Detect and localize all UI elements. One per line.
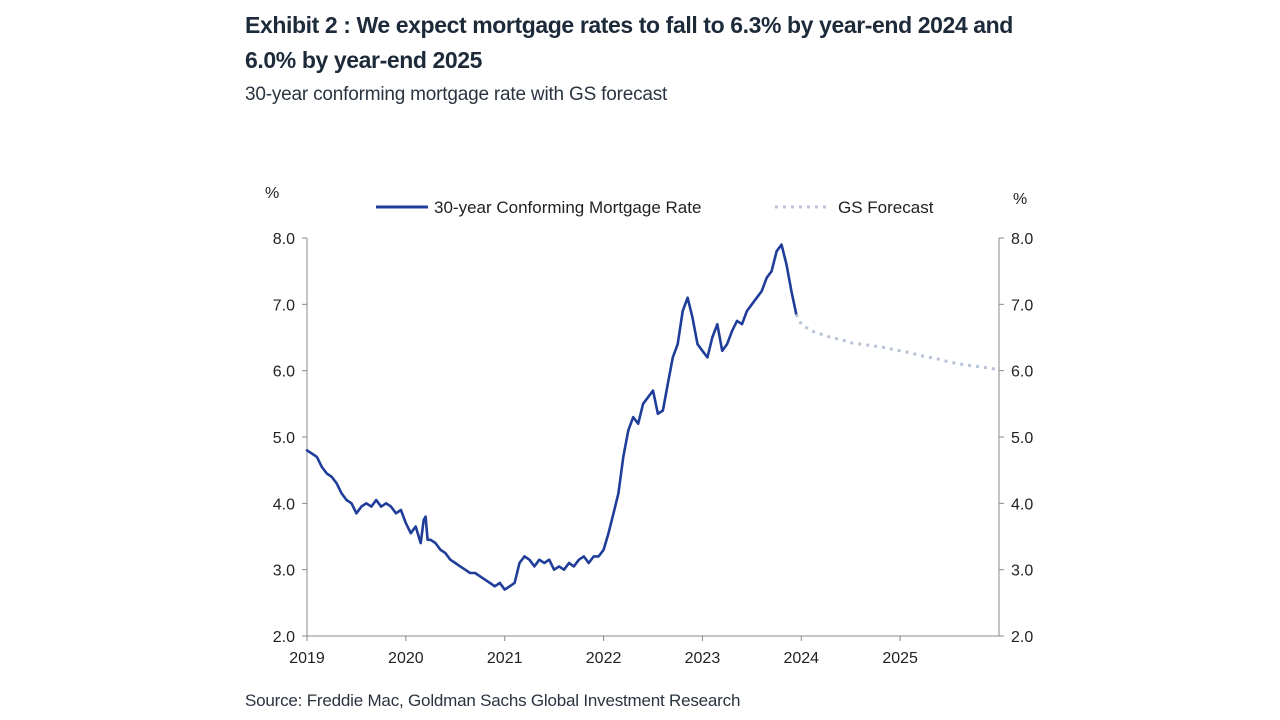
x-tick-label: 2025: [882, 650, 918, 667]
y-tick-label-right: 3.0: [1011, 563, 1033, 580]
chart-ticks: 2.0 2.0 3.0 3.0 4.0 4.0 5.0 5.0 6.0 6.0 7.0 7.0 8.0 8…: [273, 231, 1034, 667]
y-tick-label-right: 8.0: [1011, 231, 1033, 248]
page-title: Exhibit 2 : We expect mortgage rates to …: [245, 12, 1013, 73]
legend-label-actual: 30-year Conforming Mortgage Rate: [434, 198, 701, 217]
x-tick-label: 2020: [388, 650, 424, 667]
chart-legend: 30-year Conforming Mortgage Rate GS Fore…: [376, 198, 934, 217]
y-tick-label-left: 7.0: [273, 297, 295, 314]
y-tick-label-right: 6.0: [1011, 364, 1033, 381]
x-tick-label: 2024: [783, 650, 819, 667]
left-axis-unit: %: [265, 185, 279, 202]
x-tick-label: 2019: [289, 650, 325, 667]
y-tick-label-left: 3.0: [273, 563, 295, 580]
series-line-forecast: [794, 313, 997, 371]
chart-axes: [306, 238, 1000, 637]
y-tick-label-right: 5.0: [1011, 430, 1033, 447]
legend-label-forecast: GS Forecast: [838, 198, 934, 217]
y-tick-label-right: 4.0: [1011, 496, 1033, 513]
y-tick-label-left: 5.0: [273, 430, 295, 447]
source-note: Source: Freddie Mac, Goldman Sachs Globa…: [245, 691, 741, 710]
x-tick-label: 2022: [586, 650, 622, 667]
y-tick-label-right: 2.0: [1011, 629, 1033, 646]
x-tick-label: 2021: [487, 650, 523, 667]
x-tick-label: 2023: [685, 650, 721, 667]
right-axis-unit: %: [1013, 191, 1027, 208]
chart-subtitle: 30-year conforming mortgage rate with GS…: [245, 84, 668, 105]
chart-series: [305, 243, 997, 591]
y-tick-label-right: 7.0: [1011, 297, 1033, 314]
y-tick-label-left: 8.0: [273, 231, 295, 248]
series-line-actual: [305, 243, 798, 591]
y-tick-label-left: 6.0: [273, 364, 295, 381]
y-tick-label-left: 4.0: [273, 496, 295, 513]
y-tick-label-left: 2.0: [273, 629, 295, 646]
